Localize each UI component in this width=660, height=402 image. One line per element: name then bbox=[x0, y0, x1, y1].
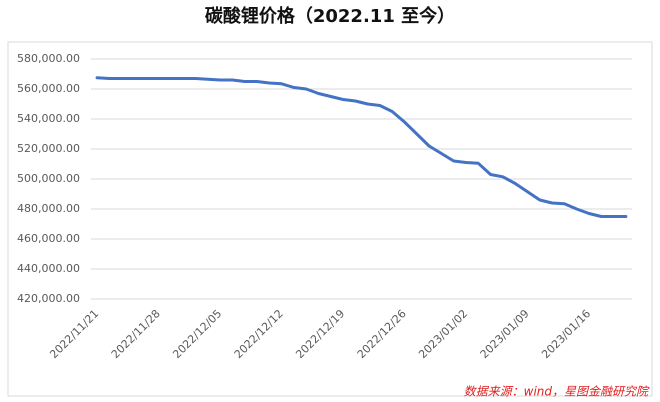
x-tick-label: 2023/01/16 bbox=[539, 307, 593, 361]
y-tick-label: 480,000.00 bbox=[17, 202, 80, 215]
chart-title: 碳酸锂价格（2022.11 至今） bbox=[205, 5, 455, 27]
x-tick-label: 2023/01/09 bbox=[478, 307, 532, 361]
y-tick-label: 440,000.00 bbox=[17, 262, 80, 275]
chart-frame bbox=[7, 41, 653, 397]
price-line bbox=[95, 76, 628, 218]
y-tick-label: 560,000.00 bbox=[17, 82, 80, 95]
y-tick-label: 460,000.00 bbox=[17, 232, 80, 245]
source-note: 数据来源：wind，星图金融研究院 bbox=[464, 385, 650, 399]
y-tick-label: 500,000.00 bbox=[17, 172, 80, 185]
x-tick-label: 2022/12/26 bbox=[355, 307, 409, 361]
x-tick-label: 2022/12/12 bbox=[232, 307, 286, 361]
y-tick-label: 520,000.00 bbox=[17, 142, 80, 155]
y-tick-label: 420,000.00 bbox=[17, 292, 80, 305]
x-tick-label: 2023/01/02 bbox=[416, 307, 470, 361]
y-tick-label: 540,000.00 bbox=[17, 112, 80, 125]
x-tick-label: 2022/12/05 bbox=[170, 307, 224, 361]
y-tick-label: 580,000.00 bbox=[17, 52, 80, 65]
x-tick-label: 2022/12/19 bbox=[293, 307, 347, 361]
x-tick-label: 2022/11/21 bbox=[47, 307, 101, 361]
x-tick-label: 2022/11/28 bbox=[109, 307, 163, 361]
